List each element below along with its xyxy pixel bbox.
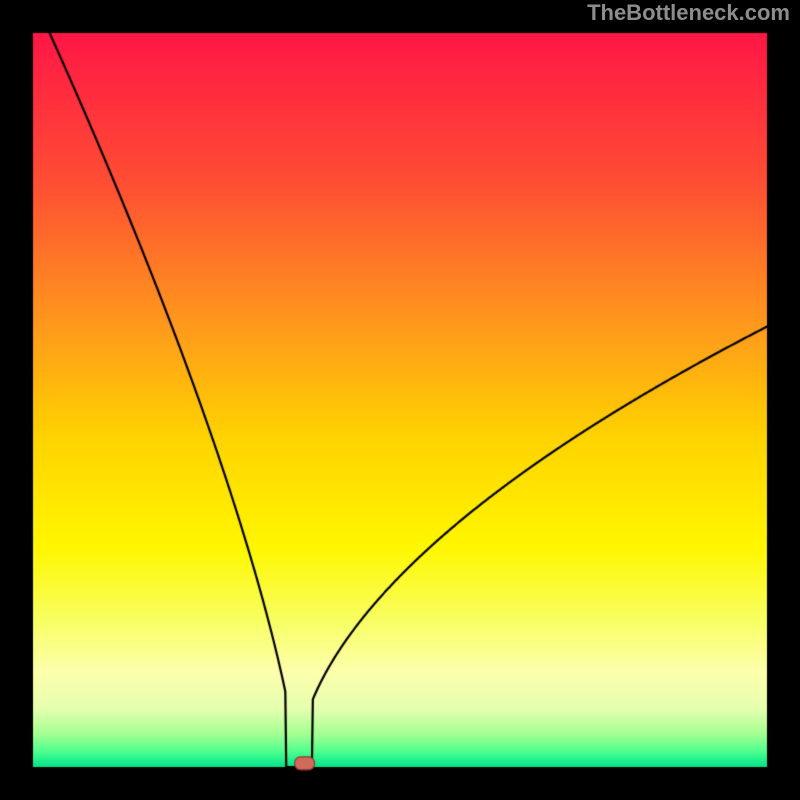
bottleneck-chart-canvas	[0, 0, 800, 800]
chart-container: TheBottleneck.com	[0, 0, 800, 800]
watermark-text: TheBottleneck.com	[587, 0, 790, 26]
